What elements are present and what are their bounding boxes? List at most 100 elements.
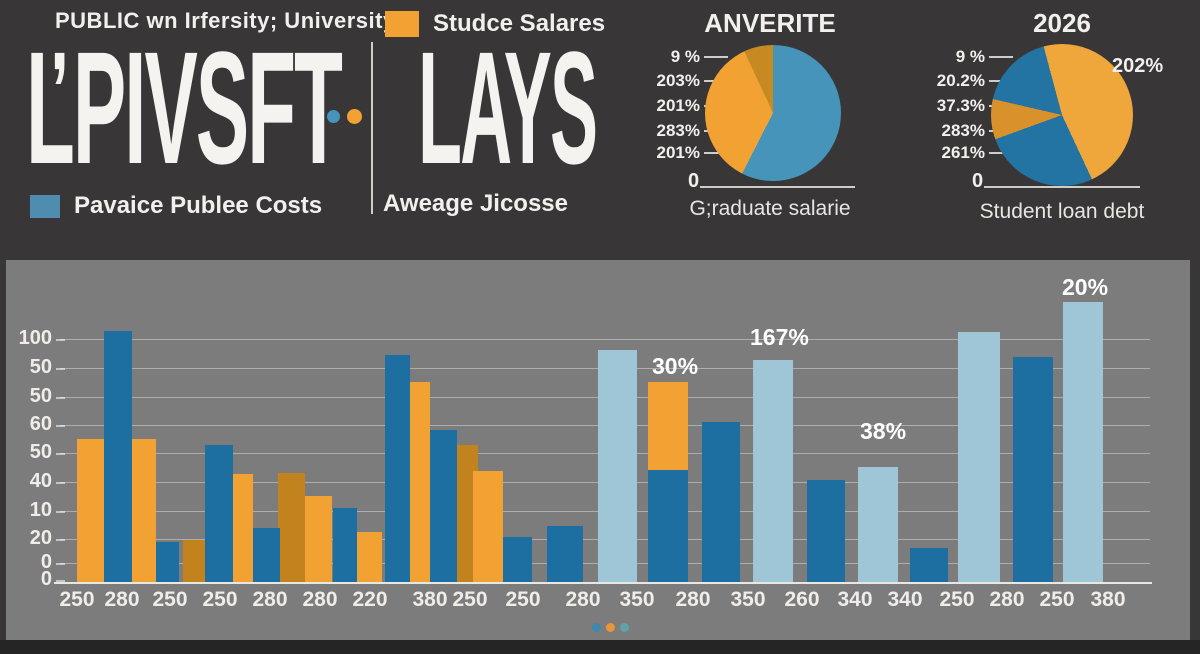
blue-swatch-icon	[30, 194, 60, 218]
y-axis-label: 40	[29, 470, 52, 492]
pie-axis-label: 283%	[656, 121, 700, 140]
y-axis-tick	[56, 563, 65, 565]
header: PUBLIC wn Irfersity; University ĽPIVSFT …	[0, 0, 1200, 260]
bar	[807, 480, 845, 582]
pie2-side-label: 202%	[1112, 55, 1164, 77]
bar	[104, 331, 132, 582]
bar	[858, 467, 898, 582]
bar	[753, 360, 793, 582]
pie-axis-label: 283%	[941, 121, 985, 140]
y-axis-label: 10	[29, 499, 52, 521]
y-axis-label: 50	[29, 356, 52, 378]
bar	[598, 350, 637, 582]
bar	[410, 382, 430, 582]
bar	[648, 470, 688, 582]
y-axis-tick	[56, 339, 65, 341]
bar	[132, 439, 156, 582]
orange-swatch-icon	[385, 11, 419, 37]
y-axis-tick	[56, 397, 65, 399]
main-title-middle: LAYS	[418, 18, 598, 197]
pie1-chart	[705, 45, 841, 181]
pie-axis-tick	[704, 152, 728, 154]
y-axis-tick	[56, 453, 65, 455]
x-axis-label: 280	[565, 588, 601, 611]
bottom-strip	[0, 640, 1200, 654]
header-kicker: PUBLIC wn Irfersity; University	[55, 8, 396, 33]
x-axis-label: 280	[252, 588, 288, 611]
pagination-dot[interactable]	[592, 623, 601, 632]
x-axis-label: 250	[59, 588, 95, 611]
bar	[278, 473, 305, 582]
y-axis-tick	[56, 368, 65, 370]
x-axis-label: 250	[202, 588, 238, 611]
bar	[205, 445, 233, 582]
x-axis-label: 340	[887, 588, 923, 611]
pagination-dot[interactable]	[606, 623, 615, 632]
bar	[1013, 357, 1053, 582]
x-axis-line	[54, 582, 1152, 584]
x-axis-label: 250	[452, 588, 488, 611]
y-axis-tick	[56, 482, 65, 484]
bar	[385, 355, 410, 582]
y-axis-tick	[56, 425, 65, 427]
bar	[357, 532, 382, 582]
bar	[910, 548, 948, 582]
bar	[473, 471, 503, 582]
pie-axis-label: 9 %	[955, 47, 985, 66]
x-axis-label: 250	[1039, 588, 1075, 611]
pie-axis-tick	[989, 56, 1013, 58]
y-axis-label: 100	[18, 327, 52, 349]
blue-dot-icon	[327, 110, 340, 123]
bar	[1063, 302, 1103, 582]
x-axis-label: 340	[837, 588, 873, 611]
x-axis-label: 250	[505, 588, 541, 611]
pie2-title: 2026	[1033, 8, 1091, 38]
pie2-caption: Student loan debt	[979, 200, 1145, 223]
y-axis-label: 50	[29, 441, 52, 463]
orange-dot-icon	[347, 109, 362, 124]
x-axis-label: 280	[302, 588, 338, 611]
pie-axis-label: 203%	[656, 71, 700, 90]
pie-axis-label: 201%	[656, 143, 700, 162]
x-axis-label: 350	[619, 588, 655, 611]
x-axis-label: 260	[784, 588, 820, 611]
bar	[305, 496, 332, 582]
x-axis-label: 280	[675, 588, 711, 611]
x-axis-label: 380	[412, 588, 448, 611]
pagination-dot[interactable]	[620, 623, 629, 632]
bar-annotation: 30%	[652, 353, 699, 379]
pie1-caption: G;raduate salarie	[689, 197, 851, 220]
y-axis-label: 50	[29, 385, 52, 407]
pie2-zero-label: 0	[972, 170, 984, 192]
bar	[457, 445, 478, 582]
bar	[503, 537, 532, 582]
pie1-zero-label: 0	[688, 170, 700, 192]
pie-axis-tick	[704, 56, 728, 58]
y-axis-label: 20	[29, 527, 52, 549]
gridline	[60, 339, 1150, 340]
bar	[77, 439, 104, 582]
pie2-baseline	[984, 186, 1140, 188]
middle-caption: Aweage Jicosse	[383, 190, 569, 217]
x-axis-label: 250	[939, 588, 975, 611]
pie-axis-label: 201%	[656, 96, 700, 115]
pie-axis-tick	[989, 152, 1013, 154]
pie2-chart	[991, 44, 1133, 186]
x-axis-label: 250	[152, 588, 188, 611]
bar	[183, 540, 207, 582]
x-axis-label: 350	[730, 588, 766, 611]
bar	[702, 422, 740, 582]
legend-salaries: Studce Salares	[385, 10, 605, 38]
bar	[333, 508, 357, 582]
y-axis-tick	[56, 539, 65, 541]
pie-axis-label: 9 %	[670, 47, 700, 66]
x-axis-label: 280	[104, 588, 140, 611]
pie1-title: ANVERITE	[704, 8, 836, 38]
legend-public-costs-label: Pavaice Publee Costs	[74, 192, 323, 219]
y-axis-label: 0	[40, 568, 52, 590]
main-title-left: ĽPIVSFT	[26, 18, 343, 197]
header-divider	[371, 42, 373, 214]
bar	[958, 332, 1000, 582]
x-axis-label: 220	[352, 588, 388, 611]
pie-axis-label: 261%	[941, 143, 985, 162]
